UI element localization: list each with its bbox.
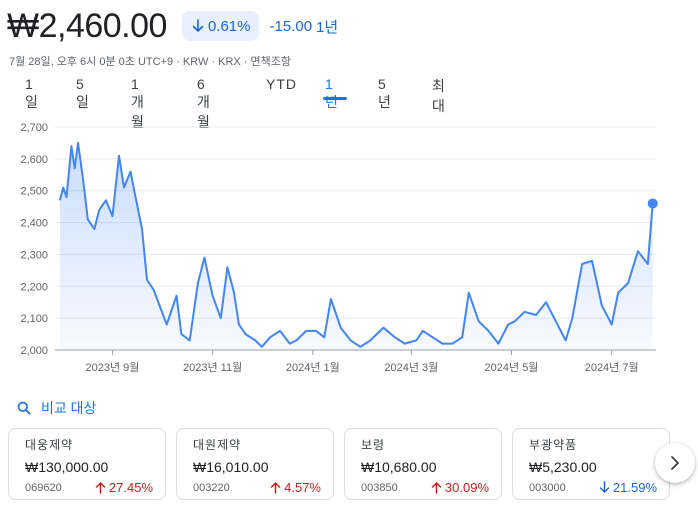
tab-6m[interactable]: 6개월 [197, 76, 211, 130]
arrow-down-icon [192, 19, 204, 32]
x-tick-label: 2024년 1월 [286, 361, 340, 374]
next-button[interactable] [655, 443, 695, 483]
tab-5y[interactable]: 5년 [378, 76, 392, 110]
company-ticker: 003220 [193, 482, 230, 494]
company-price: ₩130,000.00 [25, 459, 109, 475]
tab-max[interactable]: 최대 [432, 78, 446, 114]
x-tick-label: 2024년 5월 [485, 361, 539, 374]
price-area [59, 142, 653, 350]
change-value: 30.09% [444, 480, 489, 495]
company-price: ₩10,680.00 [361, 459, 437, 475]
y-tick-label: 2,100 [20, 313, 48, 325]
arrow-up-icon [431, 482, 442, 494]
company-change: 21.59% [599, 480, 657, 495]
chevron-right-icon [671, 456, 679, 470]
company-ticker: 003000 [529, 482, 566, 494]
company-change: 30.09% [431, 480, 489, 495]
company-name: 대원제약 [193, 438, 242, 452]
change-percent-chip: 0.61% [181, 11, 259, 41]
tab-ytd[interactable]: YTD [266, 76, 297, 92]
company-ticker: 003850 [361, 482, 398, 494]
company-name: 대웅제약 [25, 438, 74, 452]
price-header: ₩2,460.00 0.61% -15.00 1년 [7, 6, 338, 46]
company-price: ₩16,010.00 [193, 459, 269, 475]
compare-card[interactable]: 대원제약 ₩16,010.00 003220 4.57% [176, 428, 334, 500]
price-line [58, 141, 654, 348]
compare-card[interactable]: 대웅제약 ₩130,000.00 069620 27.45% [8, 428, 166, 500]
company-price: ₩5,230.00 [529, 459, 597, 475]
compare-label: 비교 대상 [41, 400, 97, 416]
compare-button[interactable]: 비교 대상 [17, 398, 96, 418]
tab-1m[interactable]: 1개월 [131, 76, 145, 130]
y-tick-label: 2,400 [20, 218, 48, 230]
y-tick-label: 2,000 [20, 345, 48, 357]
change-percent: 0.61% [207, 17, 251, 35]
compare-card[interactable]: 보령 ₩10,680.00 003850 30.09% [344, 428, 502, 500]
active-tab-indicator [323, 97, 347, 100]
x-tick-label: 2023년 9월 [86, 361, 140, 374]
change-absolute: -15.00 [269, 17, 313, 35]
company-name: 보령 [361, 438, 386, 452]
company-ticker: 069620 [25, 482, 62, 494]
x-tick-label: 2024년 7월 [585, 361, 639, 374]
company-change: 4.57% [270, 480, 321, 495]
tab-5d[interactable]: 5일 [76, 76, 90, 110]
change-value: 4.57% [284, 480, 321, 495]
y-tick-label: 2,700 [20, 122, 48, 134]
company-change: 27.45% [95, 480, 153, 495]
x-tick-label: 2024년 3월 [384, 361, 438, 374]
change-value: 21.59% [612, 480, 657, 495]
search-icon [17, 401, 31, 415]
last-price-dot [647, 198, 658, 209]
price-chart[interactable]: 2,700 2,600 2,500 2,400 2,300 2,200 2,100 2,000… [0, 112, 698, 382]
y-tick-label: 2,200 [20, 281, 48, 293]
tab-1d[interactable]: 1일 [25, 76, 39, 110]
compare-card[interactable]: 부광약품 ₩5,230.00 003000 21.59% [512, 428, 670, 500]
y-tick-label: 2,500 [20, 186, 48, 198]
arrow-up-icon [95, 482, 106, 494]
arrow-up-icon [270, 482, 281, 494]
current-price: ₩2,460.00 [7, 6, 167, 45]
change-value: 27.45% [108, 480, 153, 495]
quote-meta: 7월 28일, 오후 6시 0분 0초 UTC+9 · KRW · KRX · … [9, 56, 291, 68]
company-name: 부광약품 [529, 438, 578, 452]
arrow-down-icon [599, 481, 610, 493]
y-tick-label: 2,300 [20, 249, 48, 261]
x-tick-label: 2023년 11월 [183, 361, 242, 374]
tab-1y[interactable]: 1년 [325, 76, 339, 110]
y-tick-label: 2,600 [20, 154, 48, 166]
change-period: 1년 [316, 18, 339, 36]
